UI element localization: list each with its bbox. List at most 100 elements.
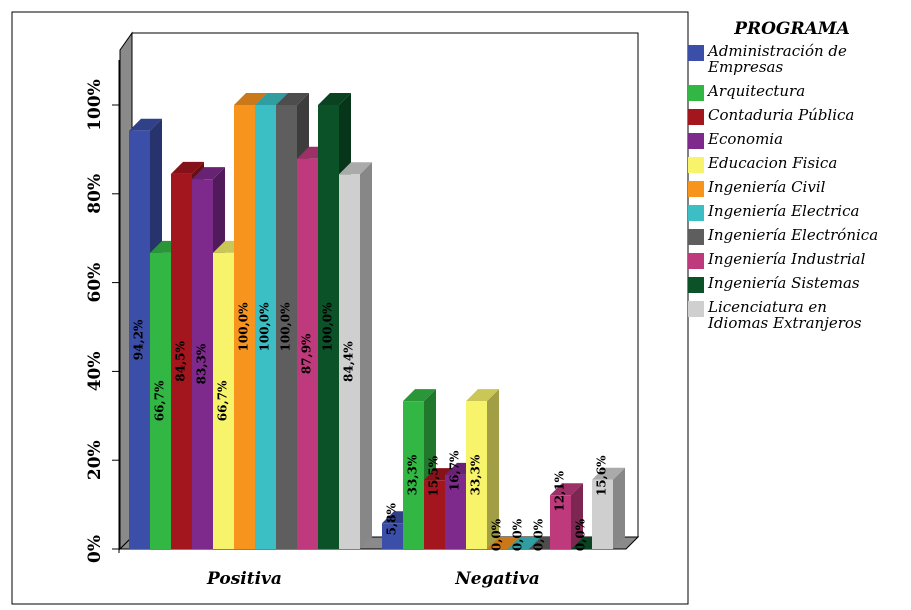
- data-label: 0,0%: [490, 518, 504, 551]
- bar: [592, 467, 625, 549]
- legend-swatch: [688, 85, 704, 101]
- legend-label: Arquitectura: [706, 82, 805, 100]
- bar-front: [466, 401, 487, 549]
- bar-top: [466, 389, 499, 402]
- bar: [550, 483, 583, 549]
- legend-label: Idiomas Extranjeros: [707, 314, 862, 332]
- data-label: 100,0%: [258, 302, 272, 352]
- legend-label: Licenciatura en: [707, 298, 827, 316]
- data-label: 66,7%: [216, 380, 230, 421]
- y-tick-label: 0%: [85, 535, 105, 563]
- legend-swatch: [688, 229, 704, 245]
- data-label: 84,4%: [342, 341, 356, 382]
- data-label: 5,8%: [385, 503, 399, 536]
- data-label: 33,3%: [406, 454, 420, 495]
- data-label: 83,3%: [195, 343, 209, 384]
- legend-label: Ingeniería Industrial: [707, 250, 866, 268]
- legend-label: Ingeniería Civil: [707, 178, 826, 196]
- bar-front: [424, 480, 445, 549]
- bar-side: [571, 483, 583, 549]
- y-tick-label: 20%: [85, 440, 105, 480]
- data-label: 87,9%: [300, 333, 314, 374]
- legend-swatch: [688, 253, 704, 269]
- legend-item: Ingeniería Electrónica: [688, 226, 878, 245]
- legend-item: Arquitectura: [688, 82, 805, 101]
- bar-front: [213, 252, 234, 550]
- bar-front: [150, 252, 171, 550]
- data-label: 100,0%: [321, 302, 335, 352]
- bar-top: [487, 537, 520, 549]
- bar-front: [318, 105, 339, 549]
- legend-item: Contaduria Pública: [688, 106, 854, 125]
- legend-label: Administración de: [706, 42, 847, 60]
- bar-top: [276, 93, 309, 105]
- legend-label: Ingeniería Electrónica: [707, 226, 878, 244]
- y-tick-label: 40%: [85, 351, 105, 391]
- data-label: 33,3%: [469, 454, 483, 495]
- legend-swatch: [688, 45, 704, 61]
- legend-item: Ingeniería Electrica: [688, 202, 859, 221]
- legend-label: Contaduria Pública: [708, 106, 854, 124]
- bar-front: [234, 105, 255, 549]
- y-tick-label: 100%: [85, 79, 105, 131]
- bar-top: [129, 118, 162, 131]
- legend-item: Ingeniería Industrial: [688, 250, 866, 269]
- y-tick-label: 60%: [85, 263, 105, 303]
- bar: [487, 537, 520, 549]
- legend-item: Educacion Fisica: [688, 154, 837, 173]
- bar-front: [276, 105, 297, 549]
- bar-front: [129, 130, 150, 549]
- legend-swatch: [688, 301, 704, 317]
- legend-label: Ingeniería Electrica: [707, 202, 859, 220]
- data-label: 94,2%: [132, 319, 146, 360]
- legend-label: Economia: [707, 130, 783, 148]
- y-tick-label: 80%: [85, 174, 105, 214]
- legend-item: Economia: [688, 130, 783, 149]
- bar-side: [360, 162, 372, 549]
- legend-title: PROGRAMA: [733, 19, 850, 39]
- data-label: 0,0%: [511, 518, 525, 551]
- bar-front: [339, 174, 360, 550]
- bar-front: [255, 105, 276, 549]
- data-label: 84,5%: [174, 341, 188, 382]
- legend-swatch: [688, 133, 704, 149]
- legend-label: Educacion Fisica: [707, 154, 837, 172]
- legend-swatch: [688, 205, 704, 221]
- data-label: 15,6%: [595, 455, 609, 496]
- data-label: 66,7%: [153, 380, 167, 421]
- bar-side: [613, 467, 625, 549]
- bar-top: [192, 167, 225, 180]
- bar: [339, 162, 372, 550]
- data-label: 100,0%: [279, 302, 293, 352]
- data-label: 100,0%: [237, 302, 251, 352]
- bar-top: [339, 162, 372, 175]
- bar-top: [550, 483, 583, 496]
- legend-item: Ingeniería Sistemas: [688, 274, 860, 293]
- category-label: Negativa: [454, 569, 539, 589]
- legend-label: Ingeniería Sistemas: [707, 274, 860, 292]
- legend-swatch: [688, 277, 704, 293]
- bar-top: [255, 93, 288, 105]
- bar-front: [171, 173, 192, 549]
- bar-front: [592, 479, 613, 549]
- bar-top: [403, 389, 436, 402]
- bar: [466, 389, 499, 549]
- data-label: 12,1%: [553, 470, 567, 511]
- bar-side: [487, 389, 499, 549]
- bar-top: [234, 93, 267, 105]
- legend-swatch: [688, 181, 704, 197]
- bar-top: [171, 161, 204, 174]
- data-label: 0,0%: [574, 518, 588, 551]
- bar: [508, 537, 541, 549]
- bar-front: [550, 495, 571, 549]
- bar-front: [192, 179, 213, 549]
- data-label: 0,0%: [532, 518, 546, 551]
- bar-front: [445, 474, 466, 549]
- bar-top: [318, 93, 351, 105]
- bar-top: [508, 537, 541, 549]
- category-label: Positiva: [206, 569, 282, 589]
- bar-front: [403, 401, 424, 549]
